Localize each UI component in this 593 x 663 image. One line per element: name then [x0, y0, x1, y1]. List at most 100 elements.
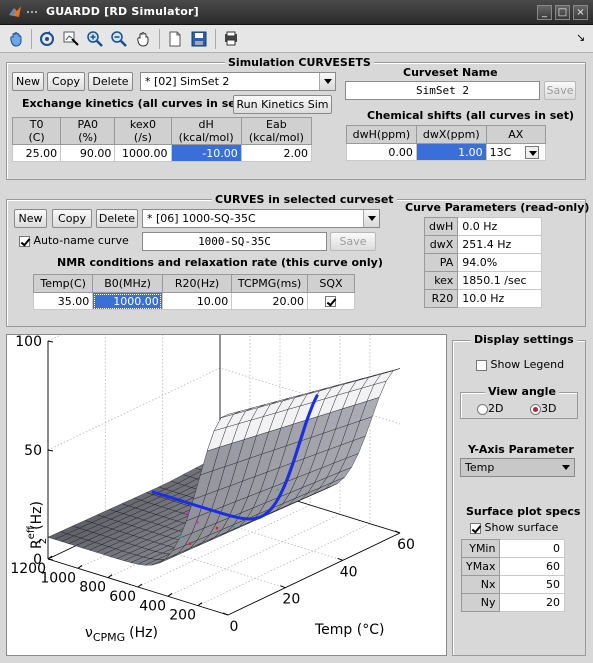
show-surface-checkbox[interactable]: Show surface — [470, 521, 558, 534]
kinetics-cell-dh[interactable]: -10.00 — [170, 144, 242, 162]
nmr-cell-tcpmg[interactable]: 20.00 — [231, 292, 308, 310]
pan-icon[interactable] — [132, 28, 154, 50]
grid-line — [197, 335, 371, 607]
checkbox-icon[interactable] — [19, 235, 30, 247]
kinetics-cell-kex0[interactable]: 1000.00 — [114, 144, 172, 162]
data-point — [188, 542, 192, 545]
view-3d-radio[interactable]: 3D — [530, 402, 556, 415]
grid-line — [162, 335, 343, 561]
maximize-button[interactable]: □ — [555, 5, 570, 20]
data-point — [276, 488, 279, 492]
y-tick — [222, 612, 229, 616]
radio-selected-icon[interactable] — [530, 403, 541, 415]
nmr-cell-temp[interactable]: 35.00 — [32, 292, 94, 310]
new-figure-icon[interactable] — [164, 28, 186, 50]
yaxis-param-value: Temp — [465, 461, 495, 474]
save-icon[interactable] — [188, 28, 210, 50]
curve-new-button[interactable]: New — [14, 209, 47, 228]
show-legend-label: Show Legend — [490, 358, 565, 371]
curve-name-field[interactable]: 1000-SQ-35C — [142, 232, 327, 251]
z-tick-label: 50 — [24, 443, 42, 459]
x-tick-label: 800 — [79, 580, 106, 596]
data-cursor-icon[interactable] — [60, 28, 82, 50]
surface-patch — [221, 411, 241, 418]
nmr-conditions-label: NMR conditions and relaxation rate (this… — [57, 256, 383, 269]
kinetics-header-dh: dH (kcal/mol) — [170, 117, 242, 145]
chem-cell-dwx[interactable]: 1.00 — [415, 143, 487, 161]
selected-curve — [151, 394, 319, 521]
grid-line — [104, 335, 286, 589]
curve-select[interactable]: * [06] 1000-SQ-35C — [142, 209, 380, 228]
close-button[interactable]: × — [573, 5, 588, 20]
view-2d-radio[interactable]: 2D — [477, 402, 503, 415]
rotate-3d-icon[interactable] — [36, 28, 58, 50]
curve-param-row: dwH 0.0 Hz — [423, 217, 542, 236]
z-tick-label: 0 — [33, 552, 42, 568]
curve-param-row: dwX 251.4 Hz — [423, 235, 542, 254]
chem-cell-dwh[interactable]: 0.00 — [346, 143, 417, 161]
curveset-name-field[interactable]: SimSet 2 — [345, 81, 540, 100]
autoname-label: Auto-name curve — [33, 234, 129, 247]
nmr-cell-r20[interactable]: 10.00 — [161, 292, 233, 310]
x-tick-label: 600 — [109, 589, 136, 605]
data-point — [215, 526, 219, 530]
chevron-down-icon — [558, 459, 574, 476]
print-icon[interactable] — [220, 28, 242, 50]
yaxis-param-select[interactable]: Temp — [460, 458, 575, 477]
window-menu-icon[interactable] — [27, 11, 37, 13]
nmr-header-tcpmg: TCPMG(ms) — [231, 274, 308, 293]
data-curves — [151, 394, 319, 545]
grid-line — [47, 335, 62, 342]
window-title: GUARDD [RD Simulator] — [46, 5, 199, 18]
curve-param-row: PA 94.0% — [423, 253, 542, 272]
z-axis-label: Reff2(Hz) — [26, 501, 49, 549]
spec-row: Ny 20 — [460, 593, 565, 612]
nmr-header-temp: Temp(C) — [32, 274, 94, 293]
chem-header-ax: AX — [485, 125, 547, 144]
chem-cell-ax[interactable]: 13C — [485, 143, 547, 161]
curveset-copy-button[interactable]: Copy — [47, 72, 85, 91]
curve-param-row: R20 10.0 Hz — [423, 289, 542, 308]
sqx-checkbox-icon[interactable] — [325, 296, 337, 307]
z-tick-label: 100 — [15, 335, 42, 350]
checkbox-icon[interactable] — [476, 359, 487, 371]
plot-area[interactable]: 0 50 100 200 400 600 800 1000 1200 0 20 40 60 Reff2(… — [6, 334, 447, 656]
y-tick-label: 0 — [230, 619, 239, 635]
zoom-out-icon[interactable] — [108, 28, 130, 50]
curveset-new-button[interactable]: New — [12, 72, 44, 91]
y-tick-label: 20 — [282, 592, 300, 608]
kinetics-cell-eab[interactable]: 2.00 — [240, 144, 313, 162]
run-kinetics-sim-button[interactable]: Run Kinetics Sim — [233, 95, 332, 114]
radio-icon[interactable] — [477, 403, 488, 415]
checkbox-icon[interactable] — [470, 522, 481, 534]
curve-delete-button[interactable]: Delete — [96, 209, 138, 228]
hand-tool-icon[interactable] — [5, 28, 27, 50]
curve-copy-button[interactable]: Copy — [52, 209, 92, 228]
zoom-in-icon[interactable] — [84, 28, 106, 50]
autoname-checkbox[interactable]: Auto-name curve — [19, 234, 129, 247]
chemical-shifts-table: dwH(ppm) dwX(ppm) AX 0.00 1.00 13C — [346, 125, 547, 161]
x-tick — [137, 583, 143, 588]
z-tick — [47, 449, 54, 452]
kinetics-cell-pa0[interactable]: 90.00 — [60, 144, 116, 162]
toolbar-dock-icon[interactable]: ↘ — [576, 31, 586, 44]
x-tick — [47, 555, 53, 560]
y-axis-label: Temp (°C) — [314, 622, 384, 638]
curveset-save-button[interactable]: Save — [544, 81, 576, 100]
nmr-cell-sqx[interactable] — [306, 292, 356, 310]
curveset-select[interactable]: * [02] SimSet 2 — [140, 72, 336, 91]
curve-save-button[interactable]: Save — [330, 232, 376, 251]
ax-dropdown-icon[interactable] — [525, 146, 539, 159]
x-tick-label: 400 — [139, 598, 166, 614]
nmr-cell-b0[interactable]: 1000.00 — [92, 292, 163, 310]
show-legend-checkbox[interactable]: Show Legend — [476, 358, 564, 371]
curve-params-title: Curve Parameters (read-only) — [405, 201, 590, 214]
curveset-delete-button[interactable]: Delete — [88, 72, 133, 91]
curveset-name-label: Curveset Name — [403, 66, 498, 79]
curve-param-row: kex 1850.1 /sec — [423, 271, 542, 290]
chem-header-dwh: dwH(ppm) — [346, 125, 417, 144]
minimize-button[interactable]: _ — [537, 5, 552, 20]
chemical-shifts-label: Chemical shifts (all curves in set) — [367, 109, 575, 122]
kinetics-cell-t0[interactable]: 25.00 — [11, 144, 62, 162]
